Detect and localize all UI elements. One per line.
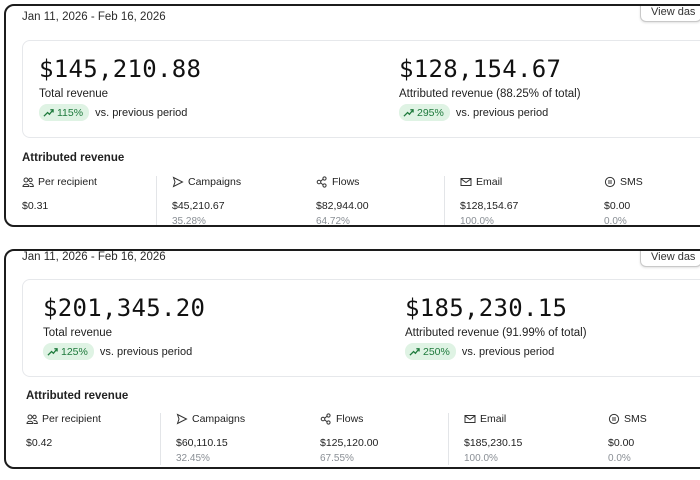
column-value: $60,110.15: [176, 437, 228, 449]
column-label: Flows: [332, 176, 360, 188]
section-title: Attributed revenue: [22, 152, 125, 164]
column-percent: 67.55%: [320, 453, 354, 464]
metrics-panel: $145,210.88 Total revenue 115% vs. previ…: [22, 40, 700, 138]
flows-icon: [320, 413, 331, 425]
attributed-revenue-trend: 295% vs. previous period: [399, 104, 548, 121]
metrics-panel: $201,345.20 Total revenue 125% vs. previ…: [22, 279, 700, 377]
column-label: Campaigns: [192, 413, 246, 425]
comparison-text: vs. previous period: [455, 106, 549, 119]
change-badge: 250%: [405, 343, 456, 360]
users-icon: [22, 177, 34, 187]
divider: [448, 413, 449, 465]
sms-icon: [608, 413, 620, 425]
col-flows: Flows $82,944.00 64.72%: [316, 176, 369, 227]
revenue-card-2: Jan 11, 2026 - Feb 16, 2026 View das $20…: [4, 249, 700, 469]
total-revenue-label: Total revenue: [43, 327, 113, 339]
users-icon: [26, 414, 38, 424]
total-revenue-trend: 125% vs. previous period: [43, 343, 192, 360]
mail-icon: [464, 415, 476, 423]
attributed-revenue-amount: $185,230.15: [405, 294, 568, 322]
divider: [156, 176, 157, 225]
divider: [160, 413, 161, 465]
column-percent: 64.72%: [316, 216, 350, 227]
column-percent: 32.45%: [176, 453, 210, 464]
attribution-breakdown: Per recipient $0.42 Campaigns $60,110.15…: [26, 413, 700, 465]
col-sms: SMS $0.00 0.0%: [608, 413, 647, 465]
change-badge: 295%: [399, 104, 450, 121]
col-flows: Flows $125,120.00 67.55%: [320, 413, 378, 465]
change-value: 250%: [423, 345, 450, 358]
revenue-card-1: Jan 11, 2026 - Feb 16, 2026 View das $14…: [4, 4, 700, 227]
column-value: $82,944.00: [316, 200, 369, 212]
col-campaigns: Campaigns $60,110.15 32.45%: [176, 413, 245, 465]
attribution-breakdown: Per recipient $0.31 Campaigns $45,210.67…: [22, 176, 700, 227]
column-value: $0.00: [608, 437, 635, 449]
column-value: $0.00: [604, 200, 631, 212]
column-percent: 100.0%: [464, 453, 498, 464]
section-title: Attributed revenue: [26, 390, 129, 402]
column-value: $128,154.67: [460, 200, 519, 212]
column-label: Per recipient: [38, 176, 97, 188]
column-value: $0.42: [26, 437, 53, 449]
total-revenue-label: Total revenue: [39, 88, 109, 100]
column-label: SMS: [624, 413, 647, 425]
view-dashboard-button[interactable]: View das: [640, 6, 700, 22]
send-icon: [172, 176, 184, 188]
sms-icon: [604, 176, 616, 188]
comparison-text: vs. previous period: [95, 106, 188, 119]
col-campaigns: Campaigns $45,210.67 35.28%: [172, 176, 242, 227]
change-value: 115%: [57, 106, 84, 119]
attributed-revenue-label: Attributed revenue (91.99% of total): [405, 327, 587, 339]
col-sms: SMS $0.00 0.0%: [604, 176, 643, 227]
column-value: $185,230.15: [464, 437, 523, 449]
trend-up-icon: [409, 348, 420, 356]
column-value: $0.31: [22, 200, 49, 212]
comparison-text: vs. previous period: [461, 345, 555, 358]
col-email: Email $185,230.15 100.0%: [464, 413, 522, 465]
divider: [444, 176, 445, 225]
comparison-text: vs. previous period: [99, 345, 193, 358]
col-email: Email $128,154.67 100.0%: [460, 176, 518, 227]
view-dashboard-button[interactable]: View das: [640, 251, 700, 267]
column-value: $125,120.00: [320, 437, 379, 449]
date-range[interactable]: Jan 11, 2026 - Feb 16, 2026: [22, 11, 166, 23]
total-revenue-amount: $201,345.20: [43, 294, 206, 322]
attributed-revenue-trend: 250% vs. previous period: [405, 343, 554, 360]
column-percent: 0.0%: [608, 453, 631, 464]
change-badge: 115%: [39, 104, 90, 121]
column-label: Email: [480, 413, 507, 425]
attributed-revenue-label: Attributed revenue (88.25% of total): [399, 88, 581, 100]
mail-icon: [460, 178, 472, 186]
total-revenue-amount: $145,210.88: [39, 55, 202, 83]
column-label: Flows: [336, 413, 364, 425]
change-value: 295%: [417, 106, 444, 119]
column-percent: 100.0%: [460, 216, 494, 227]
column-label: Campaigns: [188, 176, 242, 188]
column-percent: 35.28%: [172, 216, 206, 227]
col-per-recipient: Per recipient $0.42: [26, 413, 101, 465]
trend-up-icon: [43, 109, 54, 117]
column-percent: 0.0%: [604, 216, 627, 227]
column-label: SMS: [620, 176, 643, 188]
total-revenue-trend: 115% vs. previous period: [39, 104, 187, 121]
change-badge: 125%: [43, 343, 94, 360]
col-per-recipient: Per recipient $0.31: [22, 176, 97, 225]
change-value: 125%: [61, 345, 88, 358]
attributed-revenue-amount: $128,154.67: [399, 55, 562, 83]
column-label: Per recipient: [42, 413, 101, 425]
date-range[interactable]: Jan 11, 2026 - Feb 16, 2026: [22, 251, 166, 263]
trend-up-icon: [403, 109, 414, 117]
send-icon: [176, 413, 188, 425]
trend-up-icon: [47, 348, 58, 356]
flows-icon: [316, 176, 327, 188]
column-value: $45,210.67: [172, 200, 225, 212]
column-label: Email: [476, 176, 503, 188]
